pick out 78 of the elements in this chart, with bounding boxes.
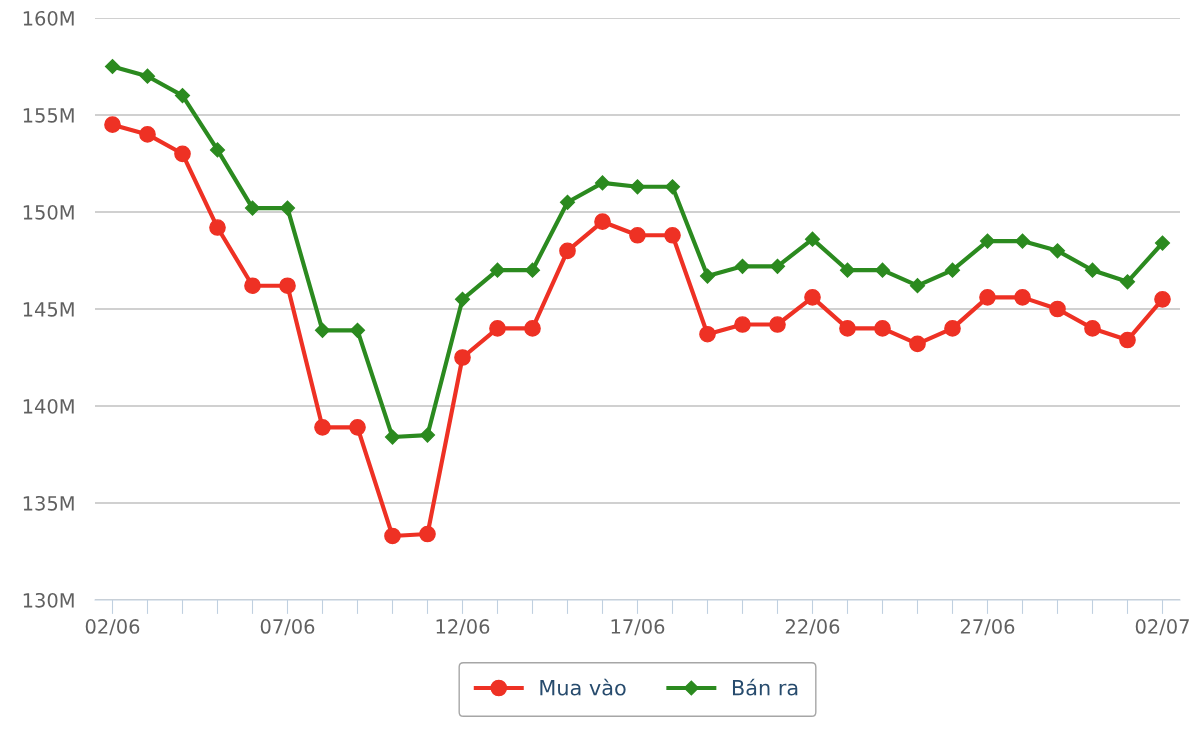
point [349, 322, 366, 338]
point [734, 258, 751, 274]
point [804, 231, 821, 247]
point [839, 320, 856, 337]
point [244, 200, 261, 216]
x-tick-label: 17/06 [611, 619, 665, 636]
point [314, 322, 331, 338]
point [174, 145, 191, 163]
point [769, 316, 786, 333]
x-tick-label: 02/07 [1135, 619, 1189, 636]
point [1154, 235, 1171, 251]
point [699, 325, 716, 343]
point [244, 277, 261, 295]
point [909, 278, 926, 294]
point [524, 262, 541, 278]
point [944, 320, 961, 337]
point [1119, 274, 1136, 290]
point [1049, 300, 1066, 318]
y-tick-label: 145M [23, 302, 74, 317]
point [524, 320, 541, 337]
point [139, 68, 156, 84]
y-tick-label: 160M [23, 10, 74, 26]
point [489, 262, 506, 278]
point [664, 226, 681, 244]
point [489, 320, 506, 337]
y-tick-label: 155M [23, 108, 74, 123]
point [594, 213, 611, 231]
point [384, 527, 401, 545]
point [629, 179, 646, 195]
point [979, 289, 996, 306]
point [314, 419, 331, 436]
point [1084, 320, 1101, 337]
point [1119, 331, 1136, 349]
point [1154, 290, 1171, 308]
point [944, 262, 961, 278]
point [419, 525, 436, 543]
point [909, 335, 926, 353]
point [104, 116, 121, 134]
point [419, 427, 436, 443]
point [279, 277, 296, 295]
x-tick-label: 27/06 [960, 619, 1015, 636]
point [1084, 262, 1101, 278]
y-tick-label: 130M [23, 592, 74, 608]
point [559, 194, 576, 210]
point [874, 262, 891, 278]
point [209, 219, 226, 236]
point [769, 258, 786, 274]
point [454, 349, 471, 366]
point [1049, 243, 1066, 259]
legend-label: Mua vào [540, 678, 626, 696]
point [209, 142, 226, 158]
point [839, 262, 856, 278]
point [594, 175, 611, 191]
point [804, 289, 821, 306]
point [664, 179, 681, 195]
point [874, 320, 891, 337]
y-tick-label: 150M [23, 204, 74, 220]
point [139, 126, 156, 143]
x-tick-label: 22/06 [785, 619, 840, 636]
point [279, 200, 296, 216]
point [349, 419, 366, 436]
point [384, 429, 401, 445]
x-tick-label: 07/06 [260, 619, 315, 636]
x-tick-label: 02/06 [85, 619, 140, 636]
point [1014, 233, 1031, 249]
point [699, 268, 716, 284]
legend-label: Bán ra [732, 678, 798, 696]
y-tick-label: 135M [23, 495, 74, 511]
point [174, 88, 191, 104]
point [979, 233, 996, 249]
point [104, 58, 121, 75]
y-tick-label: 140M [23, 398, 74, 414]
point [454, 291, 471, 307]
point [629, 226, 646, 244]
point [559, 242, 576, 260]
point [734, 316, 751, 333]
point [1014, 289, 1031, 306]
x-tick-label: 12/06 [436, 619, 490, 636]
